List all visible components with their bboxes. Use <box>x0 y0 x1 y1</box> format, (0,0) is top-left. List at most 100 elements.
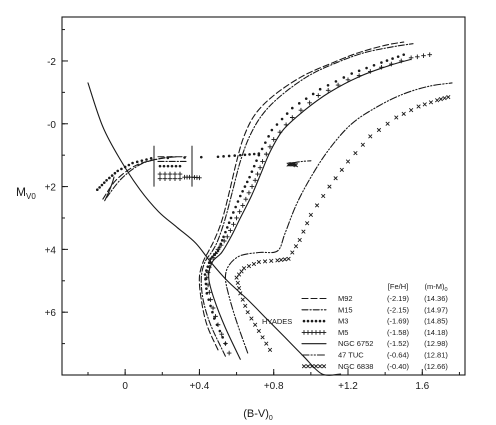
marker-ngc-6838 <box>401 111 406 116</box>
hb-marker-m3 <box>216 155 220 159</box>
legend-feh-m3: (-1.69) <box>387 317 410 326</box>
hb-box-marker <box>157 176 163 182</box>
marker-m5 <box>231 221 236 227</box>
series-curves <box>102 41 453 360</box>
marker-m5 <box>252 177 258 183</box>
marker-m5 <box>398 58 404 64</box>
marker-m3 <box>252 164 256 168</box>
marker-m3 <box>224 230 227 234</box>
legend-marker-ngc-6838 <box>317 364 323 369</box>
marker-m5 <box>421 53 426 59</box>
hb-box-marker <box>174 164 178 168</box>
hb-marker-m3 <box>227 154 231 158</box>
horizontal-branch-box <box>153 145 193 187</box>
marker-m5 <box>237 209 242 215</box>
hb-box-marker <box>166 164 170 168</box>
marker-m3 <box>385 59 389 62</box>
marker-m5 <box>345 77 351 83</box>
series-line-m92 <box>198 41 405 351</box>
marker-m3 <box>350 72 354 75</box>
marker-m5 <box>283 122 289 128</box>
hb-marker-m3 <box>105 178 108 182</box>
marker-m5 <box>260 159 265 164</box>
legend-dm-m15: (14.97) <box>424 305 448 314</box>
marker-m5 <box>289 115 295 120</box>
x-ticks: 0 +0.4 +0.8 +1.2 1.6 <box>87 369 460 392</box>
marker-ngc-6838 <box>240 297 245 302</box>
hb-marker-m3 <box>222 155 225 158</box>
marker-m3 <box>212 317 216 320</box>
legend-header-feh: [Fe/H] <box>388 282 408 291</box>
marker-m5 <box>267 144 273 150</box>
marker-m3 <box>260 147 264 151</box>
marker-ngc-6838 <box>236 285 242 291</box>
marker-ngc-6838 <box>235 280 240 286</box>
marker-ngc-6838 <box>275 258 280 263</box>
marker-m3 <box>255 159 258 162</box>
marker-ngc-6838 <box>249 316 254 321</box>
legend-feh-m15: (-2.15) <box>387 305 410 314</box>
hb-marker-m3 <box>100 183 104 187</box>
marker-m3 <box>396 55 400 58</box>
hb-marker-ngc-6838 <box>290 161 295 167</box>
legend-marker-m5 <box>305 330 311 335</box>
legend-name-ngc-6752: NGC 6752 <box>338 339 373 348</box>
marker-m5 <box>204 275 210 280</box>
legend-dm-m92: (14.36) <box>424 294 448 303</box>
marker-ngc-6838 <box>409 108 414 113</box>
marker-ngc-6838 <box>438 97 443 102</box>
legend-marker-m3 <box>302 319 306 323</box>
legend-marker-ngc-6838 <box>305 364 311 369</box>
hb-marker-m3 <box>110 174 114 177</box>
legend-hyades-label: HYADES <box>262 317 292 326</box>
hb-marker-m3 <box>233 154 237 157</box>
hb-marker-m3 <box>127 163 131 167</box>
marker-ngc-6838 <box>339 167 344 172</box>
legend-name-m3: M3 <box>338 317 348 326</box>
hb-marker-ngc-6838 <box>292 162 297 167</box>
marker-m3 <box>209 304 212 308</box>
marker-m5 <box>226 350 232 356</box>
marker-m3 <box>290 106 294 110</box>
marker-ngc-6838 <box>422 102 427 107</box>
hb-box-marker <box>177 176 183 182</box>
marker-ngc-6838 <box>293 244 299 249</box>
marker-m3 <box>264 141 267 144</box>
legend-marker-ngc-6838 <box>309 364 315 369</box>
marker-m3 <box>270 128 274 132</box>
marker-m3 <box>218 329 222 333</box>
marker-m5 <box>218 242 224 248</box>
marker-m5 <box>210 305 216 311</box>
marker-m5 <box>223 341 228 346</box>
marker-m3 <box>218 246 221 249</box>
marker-ngc-6838 <box>241 266 247 271</box>
marker-m5 <box>255 171 260 177</box>
hb-box-marker <box>162 176 168 182</box>
hb-marker-m3 <box>149 157 153 160</box>
y-tick-label: +2 <box>45 183 57 194</box>
hb-box-marker <box>162 171 168 177</box>
marker-ngc-6838 <box>416 104 421 109</box>
marker-m3 <box>357 69 361 73</box>
marker-ngc-6838 <box>246 264 252 269</box>
marker-ngc-6838 <box>260 335 265 340</box>
y-tick-label: -2 <box>47 57 56 68</box>
legend-marker-m3 <box>322 319 326 323</box>
legend-marker-m5 <box>321 330 327 335</box>
legend-header-dm: (m-M)0 <box>424 282 447 293</box>
y-tick-label: +4 <box>45 245 57 256</box>
hb-marker-m3 <box>120 167 123 171</box>
marker-ngc-6838 <box>286 256 291 261</box>
marker-ngc-6838 <box>290 250 295 255</box>
marker-ngc-6838 <box>236 272 242 277</box>
hb-marker-m3 <box>145 158 148 161</box>
marker-ngc-6838 <box>327 184 332 189</box>
marker-m3 <box>203 273 207 276</box>
marker-m5 <box>277 129 283 135</box>
marker-m3 <box>275 123 279 126</box>
hb-box-marker <box>167 176 173 182</box>
legend-dm-m3: (14.85) <box>424 317 448 326</box>
marker-m3 <box>280 117 284 121</box>
hb-marker-m3 <box>131 161 134 165</box>
hb-marker-m3 <box>199 155 203 159</box>
